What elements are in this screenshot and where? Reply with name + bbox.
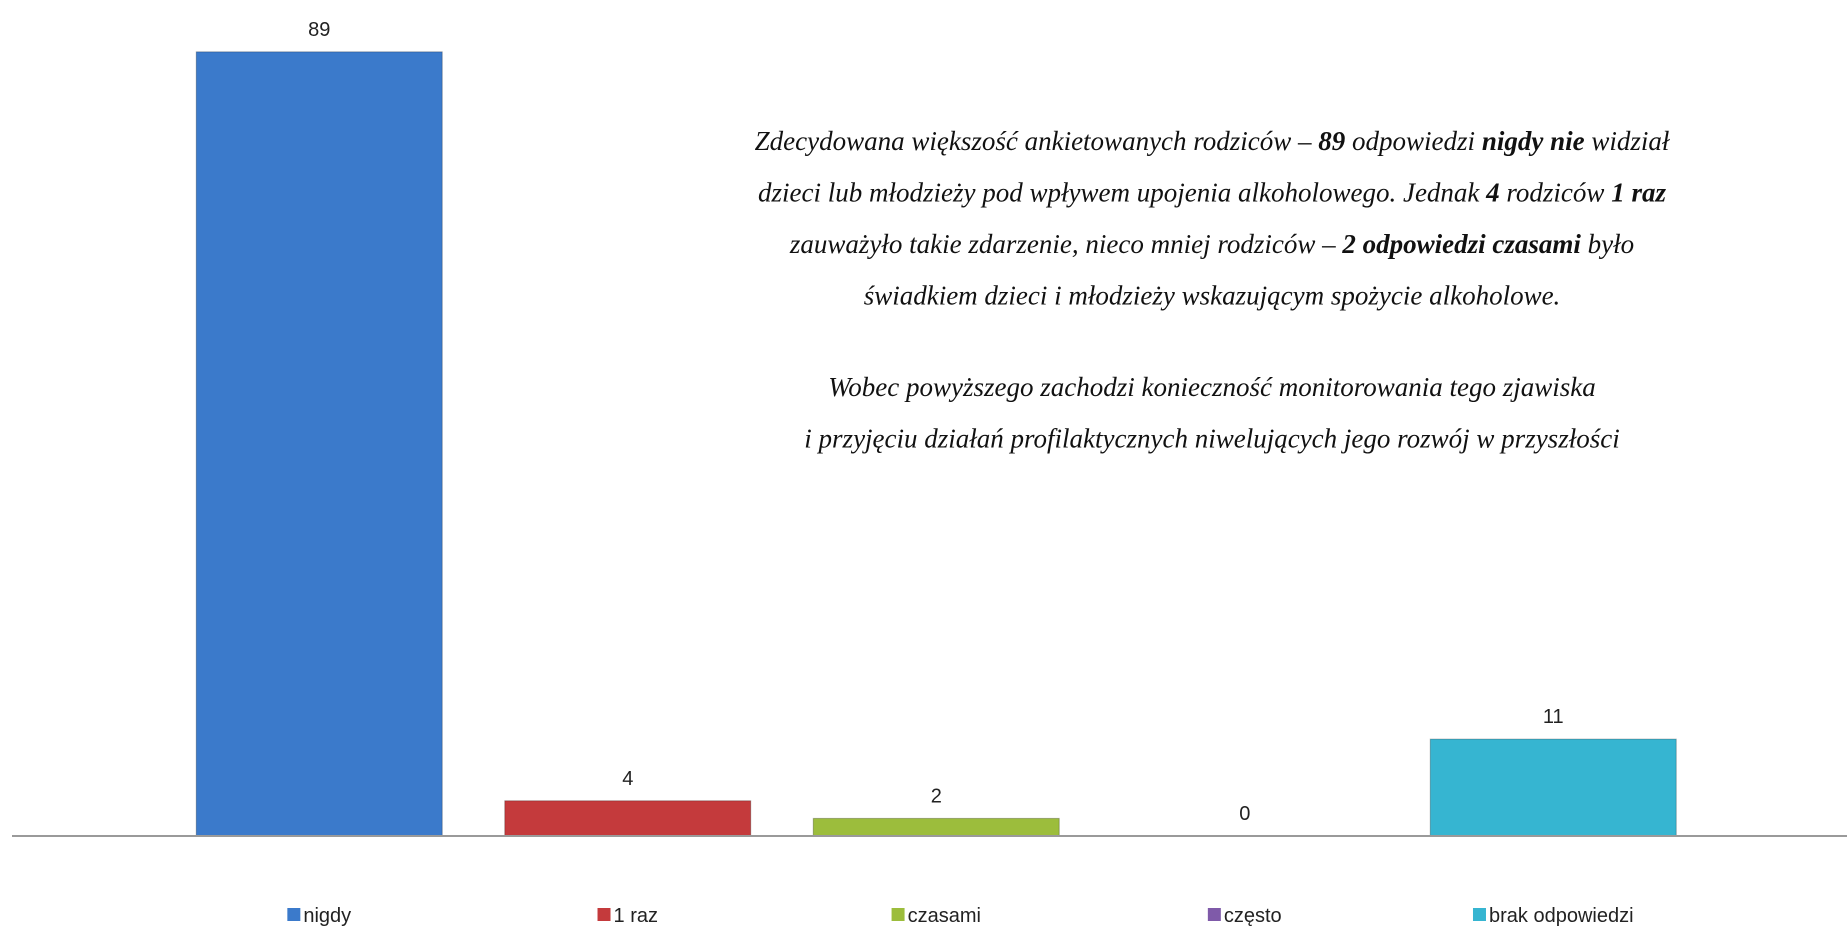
legend-swatch [1207,908,1221,921]
value-label: 11 [1543,706,1564,728]
annotation-text: zauważyło takie zdarzenie, nieco mniej r… [789,229,1342,259]
annotation-line: świadkiem dzieci i młodzieży wskazującym… [864,281,1561,311]
bar [504,800,752,837]
annotation-text: nigdy nie [1482,126,1585,156]
annotation-text: 89 [1318,126,1346,156]
value-label: 2 [931,785,942,807]
annotation-text: Zdecydowana większość ankietowanych rodz… [755,126,1319,156]
annotation-text: świadkiem dzieci i młodzieży wskazującym… [864,281,1561,311]
legend-item: 1 raz [597,905,658,927]
annotation-text: odpowiedzi [1345,126,1482,156]
annotation-text: 4 [1485,178,1500,208]
legend-label: nigdy [303,905,351,927]
bar [1429,738,1677,837]
legend-item: często [1207,905,1282,927]
annotation-line: Zdecydowana większość ankietowanych rodz… [755,126,1671,156]
annotation-text: i przyjęciu działań profilaktycznych niw… [804,424,1619,454]
annotation-text: 2 odpowiedzi czasami [1341,229,1581,259]
annotation-text: Wobec powyższego zachodzi konieczność mo… [828,372,1595,402]
legend-item: czasami [891,905,981,927]
annotation-text: było [1581,229,1634,259]
bar [195,51,443,837]
annotation-text: dzieci lub młodzieży pod wpływem upojeni… [758,178,1486,208]
legend-item: nigdy [287,905,351,927]
bar [812,817,1060,837]
value-label: 89 [308,19,330,41]
legend-swatch [1472,908,1486,921]
legend-swatch [287,908,301,921]
annotation-text: rodziców [1500,178,1612,208]
annotation-text: widział [1585,126,1671,156]
annotation-line: dzieci lub młodzieży pod wpływem upojeni… [758,178,1666,208]
legend-item: brak odpowiedzi [1472,905,1634,927]
legend-label: 1 raz [614,905,658,927]
annotation-line: Wobec powyższego zachodzi konieczność mo… [828,372,1595,402]
legend-swatch [891,908,905,921]
annotation-line: i przyjęciu działań profilaktycznych niw… [804,424,1619,454]
legend-label: czasami [908,905,981,927]
annotation-text: 1 raz [1611,178,1666,208]
value-label: 0 [1239,803,1250,825]
annotation-line: zauważyło takie zdarzenie, nieco mniej r… [789,229,1634,259]
legend-label: często [1224,905,1282,927]
legend-label: brak odpowiedzi [1489,905,1634,927]
value-label: 4 [622,768,633,790]
legend-swatch [597,908,611,921]
